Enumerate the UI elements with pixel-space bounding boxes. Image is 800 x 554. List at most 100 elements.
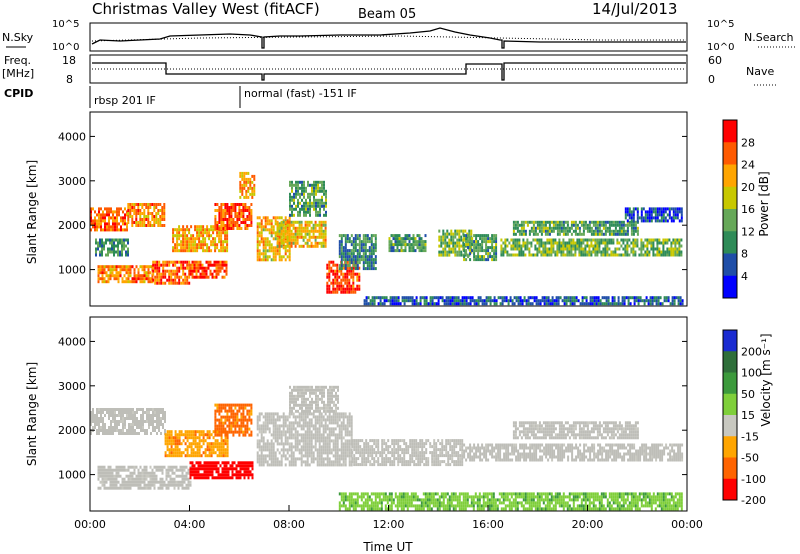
range-gate-cell [149, 271, 152, 275]
range-gate-cell [624, 216, 627, 220]
range-gate-cell [623, 296, 626, 300]
range-gate-cell [301, 198, 303, 202]
range-gate-cell [194, 228, 197, 232]
colorbar-segment [723, 164, 737, 188]
range-gate-cell [251, 467, 254, 471]
range-gate-cell [358, 240, 361, 244]
range-gate-cell [241, 186, 244, 190]
range-gate-cell [572, 223, 575, 227]
range-gate-cell [467, 255, 470, 259]
range-gate-cell [465, 302, 468, 306]
range-gate-cell [191, 263, 194, 267]
range-gate-cell [280, 226, 283, 230]
range-gate-cell [293, 213, 295, 217]
range-gate-cell [234, 209, 237, 212]
range-gate-cell [532, 229, 535, 233]
range-gate-cell [256, 427, 259, 431]
range-gate-cell [652, 250, 655, 254]
range-gate-cell [321, 186, 323, 190]
range-gate-cell [208, 433, 211, 437]
range-gate-cell [168, 430, 171, 434]
range-gate-cell [584, 238, 587, 242]
range-gate-cell [538, 241, 541, 245]
range-gate-cell [493, 302, 496, 306]
range-gate-cell [670, 244, 673, 248]
range-gate-cell [180, 281, 183, 285]
range-gate-cell [460, 235, 463, 239]
range-gate-cell [206, 430, 209, 434]
range-gate-cell [258, 442, 261, 446]
range-gate-cell [649, 299, 652, 303]
range-gate-cell [354, 264, 357, 268]
range-gate-cell [222, 421, 225, 425]
range-gate-cell [128, 411, 130, 414]
range-gate-cell [116, 429, 118, 432]
range-gate-cell [296, 232, 299, 236]
range-gate-cell [636, 216, 639, 220]
range-gate-cell [170, 439, 173, 443]
range-gate-cell [105, 468, 108, 472]
range-gate-cell [114, 417, 116, 420]
range-gate-cell [385, 296, 388, 300]
range-gate-cell [249, 192, 252, 196]
range-gate-cell [274, 436, 277, 440]
range-gate-cell [272, 424, 275, 428]
range-gate-cell [457, 296, 460, 300]
range-gate-cell [264, 252, 267, 256]
range-gate-cell [297, 192, 299, 196]
range-gate-cell [258, 252, 261, 256]
range-gate-cell [308, 220, 311, 224]
range-gate-cell [313, 201, 315, 205]
range-gate-cell [638, 247, 641, 251]
range-gate-cell [148, 408, 150, 411]
range-gate-cell [250, 203, 253, 206]
range-gate-cell [513, 302, 516, 306]
range-gate-cell [177, 474, 180, 478]
range-gate-cell [112, 213, 114, 217]
range-gate-cell [546, 220, 549, 224]
range-gate-cell [180, 240, 183, 244]
range-gate-cell [211, 467, 214, 471]
range-gate-cell [96, 225, 98, 229]
range-gate-cell [177, 486, 180, 490]
range-gate-cell [226, 409, 229, 413]
range-gate-cell [231, 467, 234, 471]
range-gate-cell [487, 246, 490, 250]
range-gate-cell [618, 226, 621, 230]
range-gate-cell [592, 229, 595, 233]
range-gate-cell [146, 417, 148, 420]
range-gate-cell [239, 476, 242, 480]
range-gate-cell [324, 241, 327, 245]
range-gate-cell [148, 420, 150, 423]
range-gate-cell [477, 296, 480, 300]
range-gate-cell [186, 275, 189, 279]
range-gate-cell [184, 433, 187, 437]
range-gate-cell [312, 232, 315, 236]
range-gate-cell [171, 480, 174, 484]
range-gate-cell [192, 451, 195, 455]
range-gate-cell [301, 189, 303, 193]
range-gate-cell [145, 486, 148, 490]
range-gate-cell [632, 232, 635, 236]
range-gate-cell [154, 278, 157, 282]
range-gate-cell [248, 218, 251, 221]
range-gate-cell [102, 213, 104, 217]
nave-label: Nave [746, 65, 774, 78]
range-gate-cell [166, 436, 169, 440]
range-gate-cell [224, 415, 227, 419]
range-gate-cell [194, 433, 197, 437]
range-gate-cell [332, 263, 335, 267]
range-gate-cell [121, 241, 123, 245]
range-gate-cell [409, 296, 412, 300]
range-gate-cell [189, 480, 192, 484]
range-gate-cell [320, 220, 323, 224]
range-gate-cell [260, 430, 263, 434]
range-gate-cell [98, 216, 100, 220]
range-gate-cell [164, 260, 167, 264]
range-gate-cell [171, 468, 174, 472]
range-gate-cell [447, 296, 450, 300]
range-gate-cell [549, 299, 552, 303]
range-gate-cell [94, 423, 96, 426]
range-gate-cell [232, 218, 235, 221]
range-gate-cell [119, 253, 121, 257]
